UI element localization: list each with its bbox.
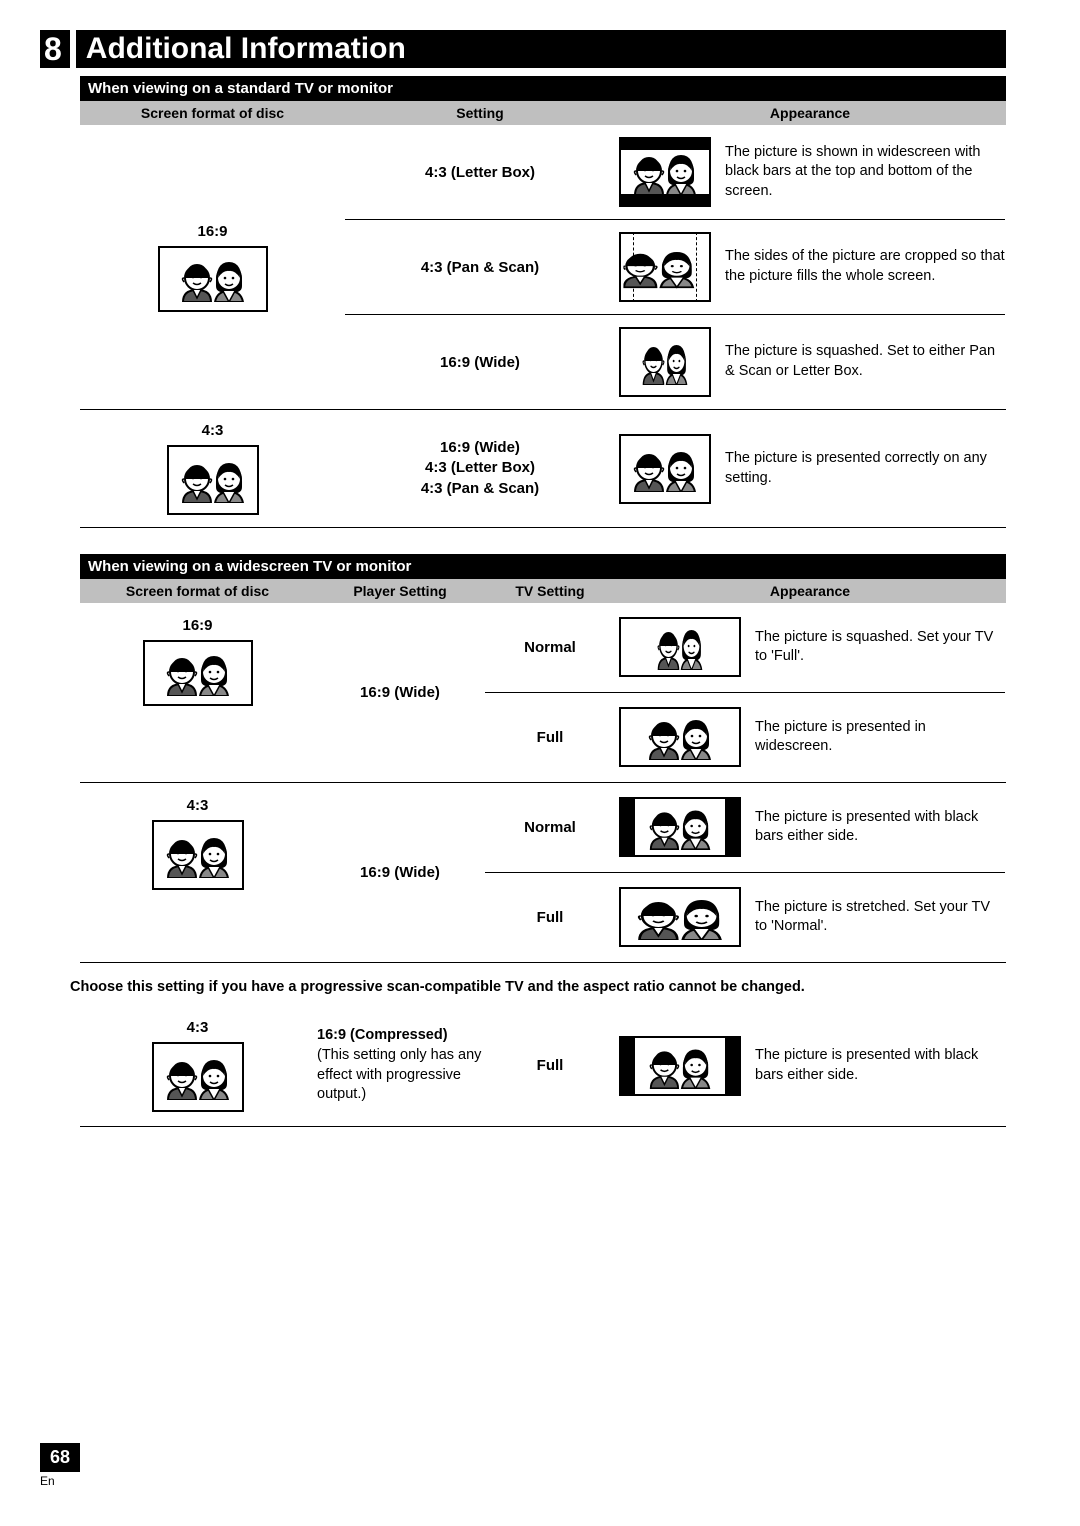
tv-icon	[143, 640, 253, 706]
tv-setting-cell: Full	[485, 873, 615, 963]
appearance-text: The picture is shown in widescreen with …	[725, 143, 1005, 202]
disc-format-cell: 4:3	[80, 783, 315, 962]
table1: 16:9 4:3 (Letter Box) The picture is sho…	[80, 125, 1006, 528]
appearance-text: The picture is squashed. Set to either P…	[725, 342, 1005, 381]
appearance-text: The picture is presented with black bars…	[755, 1046, 1005, 1085]
section-title-1: When viewing on a standard TV or monitor	[80, 76, 1006, 101]
disc-label: 4:3	[202, 422, 224, 439]
table-row-group: 16:9 4:3 (Letter Box) The picture is sho…	[80, 125, 1006, 410]
setting-cell: 16:9 (Wide)	[345, 315, 615, 409]
setting-cell: 4:3 (Letter Box)	[345, 125, 615, 220]
table1-header: Screen format of disc Setting Appearance	[80, 101, 1006, 125]
appearance-cell: The picture is presented with black bars…	[615, 1005, 1005, 1126]
appearance-text: The picture is presented correctly on an…	[725, 449, 1005, 488]
table2b: 4:3 16:9 (Compressed) (This setting only…	[80, 1005, 1006, 1127]
table-row-group: 4:3 16:9 (Wide) 4:3 (Letter Box) 4:3 (Pa…	[80, 410, 1006, 528]
table2-header: Screen format of disc Player Setting TV …	[80, 579, 1006, 603]
setting-line: 4:3 (Letter Box)	[425, 458, 535, 478]
setting-cell: 16:9 (Wide) 4:3 (Letter Box) 4:3 (Pan & …	[345, 410, 615, 527]
tv-setting-cell: Full	[485, 693, 615, 783]
appearance-cell: The picture is squashed. Set your TV to …	[615, 603, 1005, 693]
tv-icon	[619, 1036, 741, 1096]
table-row-group: 4:3 16:9 (Wide) Normal The picture is pr…	[80, 783, 1006, 963]
tv-icon	[619, 232, 711, 302]
tv-icon	[167, 445, 259, 515]
appearance-cell: The picture is shown in widescreen with …	[615, 125, 1005, 220]
tv-icon	[619, 327, 711, 397]
appearance-cell: The picture is squashed. Set to either P…	[615, 315, 1005, 409]
tv-icon	[619, 617, 741, 677]
tv-setting-cell: Normal	[485, 603, 615, 693]
disc-label: 4:3	[187, 797, 209, 814]
note-text: Choose this setting if you have a progre…	[70, 979, 1006, 995]
tv-icon	[619, 137, 711, 207]
tv-icon	[619, 707, 741, 767]
tv-icon	[152, 1042, 244, 1112]
tv-setting-cell: Normal	[485, 783, 615, 873]
col-head: Appearance	[615, 105, 1005, 121]
col-head: TV Setting	[485, 583, 615, 599]
col-head: Screen format of disc	[80, 583, 315, 599]
col-head: Setting	[345, 105, 615, 121]
col-head: Screen format of disc	[80, 105, 345, 121]
player-note: (This setting only has any effect with p…	[317, 1046, 483, 1105]
section-title-2: When viewing on a widescreen TV or monit…	[80, 554, 1006, 579]
tv-setting-cell: Full	[485, 1005, 615, 1126]
player-setting-cell: 16:9 (Compressed) (This setting only has…	[315, 1005, 485, 1126]
disc-label: 16:9	[197, 223, 227, 240]
chapter-title: Additional Information	[76, 30, 1006, 68]
tv-icon	[158, 246, 268, 312]
appearance-cell: The picture is stretched. Set your TV to…	[615, 873, 1005, 963]
language-code: En	[40, 1474, 55, 1488]
appearance-text: The picture is stretched. Set your TV to…	[755, 898, 1005, 937]
disc-format-cell: 4:3	[80, 1005, 315, 1126]
appearance-cell: The picture is presented with black bars…	[615, 783, 1005, 873]
table-row-group: 16:9 16:9 (Wide) Normal The picture is s…	[80, 603, 1006, 783]
chapter-header: 8 Additional Information	[40, 30, 1006, 68]
player-setting-cell: 16:9 (Wide)	[315, 783, 485, 962]
table2: 16:9 16:9 (Wide) Normal The picture is s…	[80, 603, 1006, 963]
col-head: Player Setting	[315, 583, 485, 599]
disc-format-cell: 16:9	[80, 125, 345, 409]
appearance-text: The sides of the picture are cropped so …	[725, 247, 1005, 286]
tv-icon	[619, 434, 711, 504]
chapter-number: 8	[40, 30, 76, 68]
player-setting-cell: 16:9 (Wide)	[315, 603, 485, 782]
setting-line: 16:9 (Wide)	[440, 438, 520, 458]
setting-line: 4:3 (Pan & Scan)	[421, 479, 539, 499]
player-bold: 16:9 (Compressed)	[317, 1026, 448, 1046]
col-head: Appearance	[615, 583, 1005, 599]
appearance-cell: The picture is presented in widescreen.	[615, 693, 1005, 783]
appearance-cell: The picture is presented correctly on an…	[615, 410, 1005, 527]
appearance-text: The picture is presented in widescreen.	[755, 718, 1005, 757]
table-row-group: 4:3 16:9 (Compressed) (This setting only…	[80, 1005, 1006, 1127]
page-number: 68	[40, 1443, 80, 1472]
disc-label: 4:3	[187, 1019, 209, 1036]
disc-label: 16:9	[182, 617, 212, 634]
disc-format-cell: 16:9	[80, 603, 315, 782]
appearance-text: The picture is squashed. Set your TV to …	[755, 628, 1005, 667]
tv-icon	[152, 820, 244, 890]
tv-icon	[619, 797, 741, 857]
appearance-cell: The sides of the picture are cropped so …	[615, 220, 1005, 315]
tv-icon	[619, 887, 741, 947]
setting-cell: 4:3 (Pan & Scan)	[345, 220, 615, 315]
appearance-text: The picture is presented with black bars…	[755, 808, 1005, 847]
disc-format-cell: 4:3	[80, 410, 345, 527]
